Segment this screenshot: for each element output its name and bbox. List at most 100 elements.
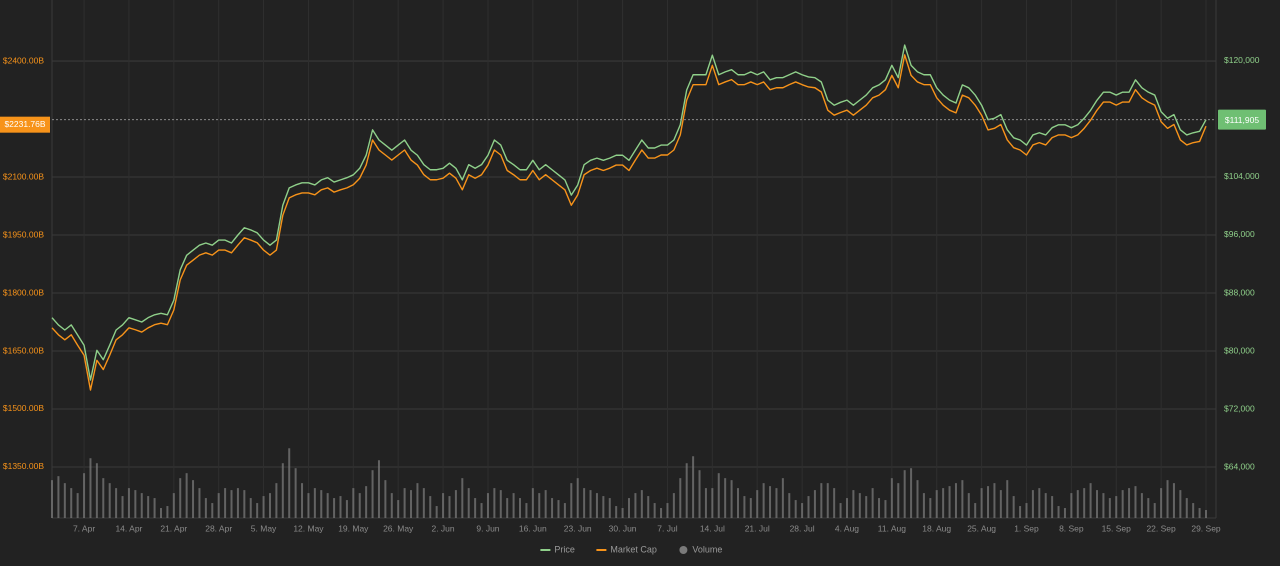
volume-bar xyxy=(653,503,656,518)
volume-bar xyxy=(865,496,868,518)
volume-bar xyxy=(769,486,772,518)
volume-bar xyxy=(602,496,605,518)
volume-bar xyxy=(204,498,207,518)
y-tick-label: $1950.00B xyxy=(3,229,44,239)
volume-bar xyxy=(589,490,592,518)
volume-bar xyxy=(506,498,509,518)
volume-bar xyxy=(377,460,380,518)
volume-bar xyxy=(711,488,714,518)
volume-bar xyxy=(570,483,573,518)
volume-bar xyxy=(967,493,970,518)
volume-bar xyxy=(730,480,733,518)
volume-bar xyxy=(666,503,669,518)
volume-bar xyxy=(384,480,387,518)
volume-bar xyxy=(1166,480,1169,518)
volume-bar xyxy=(621,508,624,518)
legend-swatch xyxy=(679,546,688,554)
price-tag: $111,905 xyxy=(1225,115,1259,125)
volume-bar xyxy=(1115,496,1118,518)
volume-bar xyxy=(1185,498,1188,518)
volume-bar xyxy=(724,478,727,518)
volume-bar xyxy=(1205,510,1207,518)
volume-bar xyxy=(833,488,836,518)
volume-bar xyxy=(974,503,977,518)
x-tick-label: 16. Jun xyxy=(519,523,547,533)
volume-bar xyxy=(429,496,432,518)
volume-bar xyxy=(1121,490,1124,518)
volume-bar xyxy=(326,493,329,518)
line-market-cap xyxy=(51,54,1207,391)
y-tick-label: $1500.00B xyxy=(3,403,44,413)
volume-bar xyxy=(781,478,784,518)
volume-bar xyxy=(89,458,92,518)
volume-bar xyxy=(333,498,336,518)
x-tick-label: 12. May xyxy=(293,523,324,533)
volume-bar xyxy=(813,490,816,518)
volume-bar xyxy=(1198,508,1201,518)
volume-bar xyxy=(1051,496,1054,518)
volume-bar xyxy=(884,500,887,518)
volume-bar xyxy=(557,500,560,518)
volume-bar xyxy=(1160,488,1163,518)
volume-bar xyxy=(698,470,701,518)
volume-bar xyxy=(961,480,964,518)
market-cap-tag-bg xyxy=(0,116,50,133)
volume-bar xyxy=(878,498,881,518)
volume-bar xyxy=(397,500,400,518)
volume-bar xyxy=(403,488,406,518)
volume-bar xyxy=(371,470,374,518)
x-tick-label: 4. Aug xyxy=(835,523,859,533)
volume-bar xyxy=(993,483,996,518)
volume-bar xyxy=(422,488,425,518)
volume-bar xyxy=(83,473,86,518)
volume-bar xyxy=(198,488,201,518)
volume-bar xyxy=(249,498,252,518)
volume-bar xyxy=(172,493,175,518)
volume-bar xyxy=(153,498,156,518)
x-tick-label: 2. Jun xyxy=(431,523,454,533)
volume-bar xyxy=(454,490,457,518)
volume-bar xyxy=(127,488,130,518)
volume-bar xyxy=(910,468,913,518)
volume-bar xyxy=(794,500,797,518)
y2-tick-label: $120,000 xyxy=(1224,55,1260,65)
volume-bar xyxy=(672,493,675,518)
volume-bar xyxy=(134,490,137,518)
volume-bar xyxy=(538,493,541,518)
volume-bar xyxy=(1108,498,1111,518)
volume-bar xyxy=(352,488,355,518)
volume-bar xyxy=(922,493,925,518)
volume-bar xyxy=(217,493,220,518)
volume-bar xyxy=(448,496,451,518)
volume-bar xyxy=(461,478,464,518)
volume-bar xyxy=(1038,488,1041,518)
volume-bar xyxy=(1076,490,1079,518)
volume-bar xyxy=(576,478,579,518)
volume-bar xyxy=(519,498,522,518)
x-tick-label: 30. Jun xyxy=(609,523,637,533)
volume-bar xyxy=(1031,490,1034,518)
volume-bar xyxy=(140,493,143,518)
x-tick-label: 11. Aug xyxy=(878,523,906,533)
volume-bar xyxy=(243,490,246,518)
volume-bar xyxy=(301,483,304,518)
volume-bar xyxy=(871,488,874,518)
volume-bar xyxy=(897,483,900,518)
x-tick-label: 9. Jun xyxy=(476,523,499,533)
volume-bar xyxy=(775,488,778,518)
volume-bar xyxy=(262,496,265,518)
price-tag-bg xyxy=(1218,109,1266,130)
x-tick-label: 28. Apr xyxy=(205,523,232,533)
x-tick-label: 8. Sep xyxy=(1059,523,1084,533)
x-tick-label: 26. May xyxy=(383,523,414,533)
legend-label: Price xyxy=(554,544,575,554)
volume-bar xyxy=(224,488,227,518)
y-tick-label: $1650.00B xyxy=(3,345,44,355)
volume-bar xyxy=(480,503,483,518)
volume-bar xyxy=(365,486,368,518)
volume-bar xyxy=(57,476,60,518)
x-tick-label: 19. May xyxy=(338,523,369,533)
volume-bar xyxy=(294,468,297,518)
volume-bar xyxy=(275,483,278,518)
volume-bar xyxy=(1089,483,1092,518)
